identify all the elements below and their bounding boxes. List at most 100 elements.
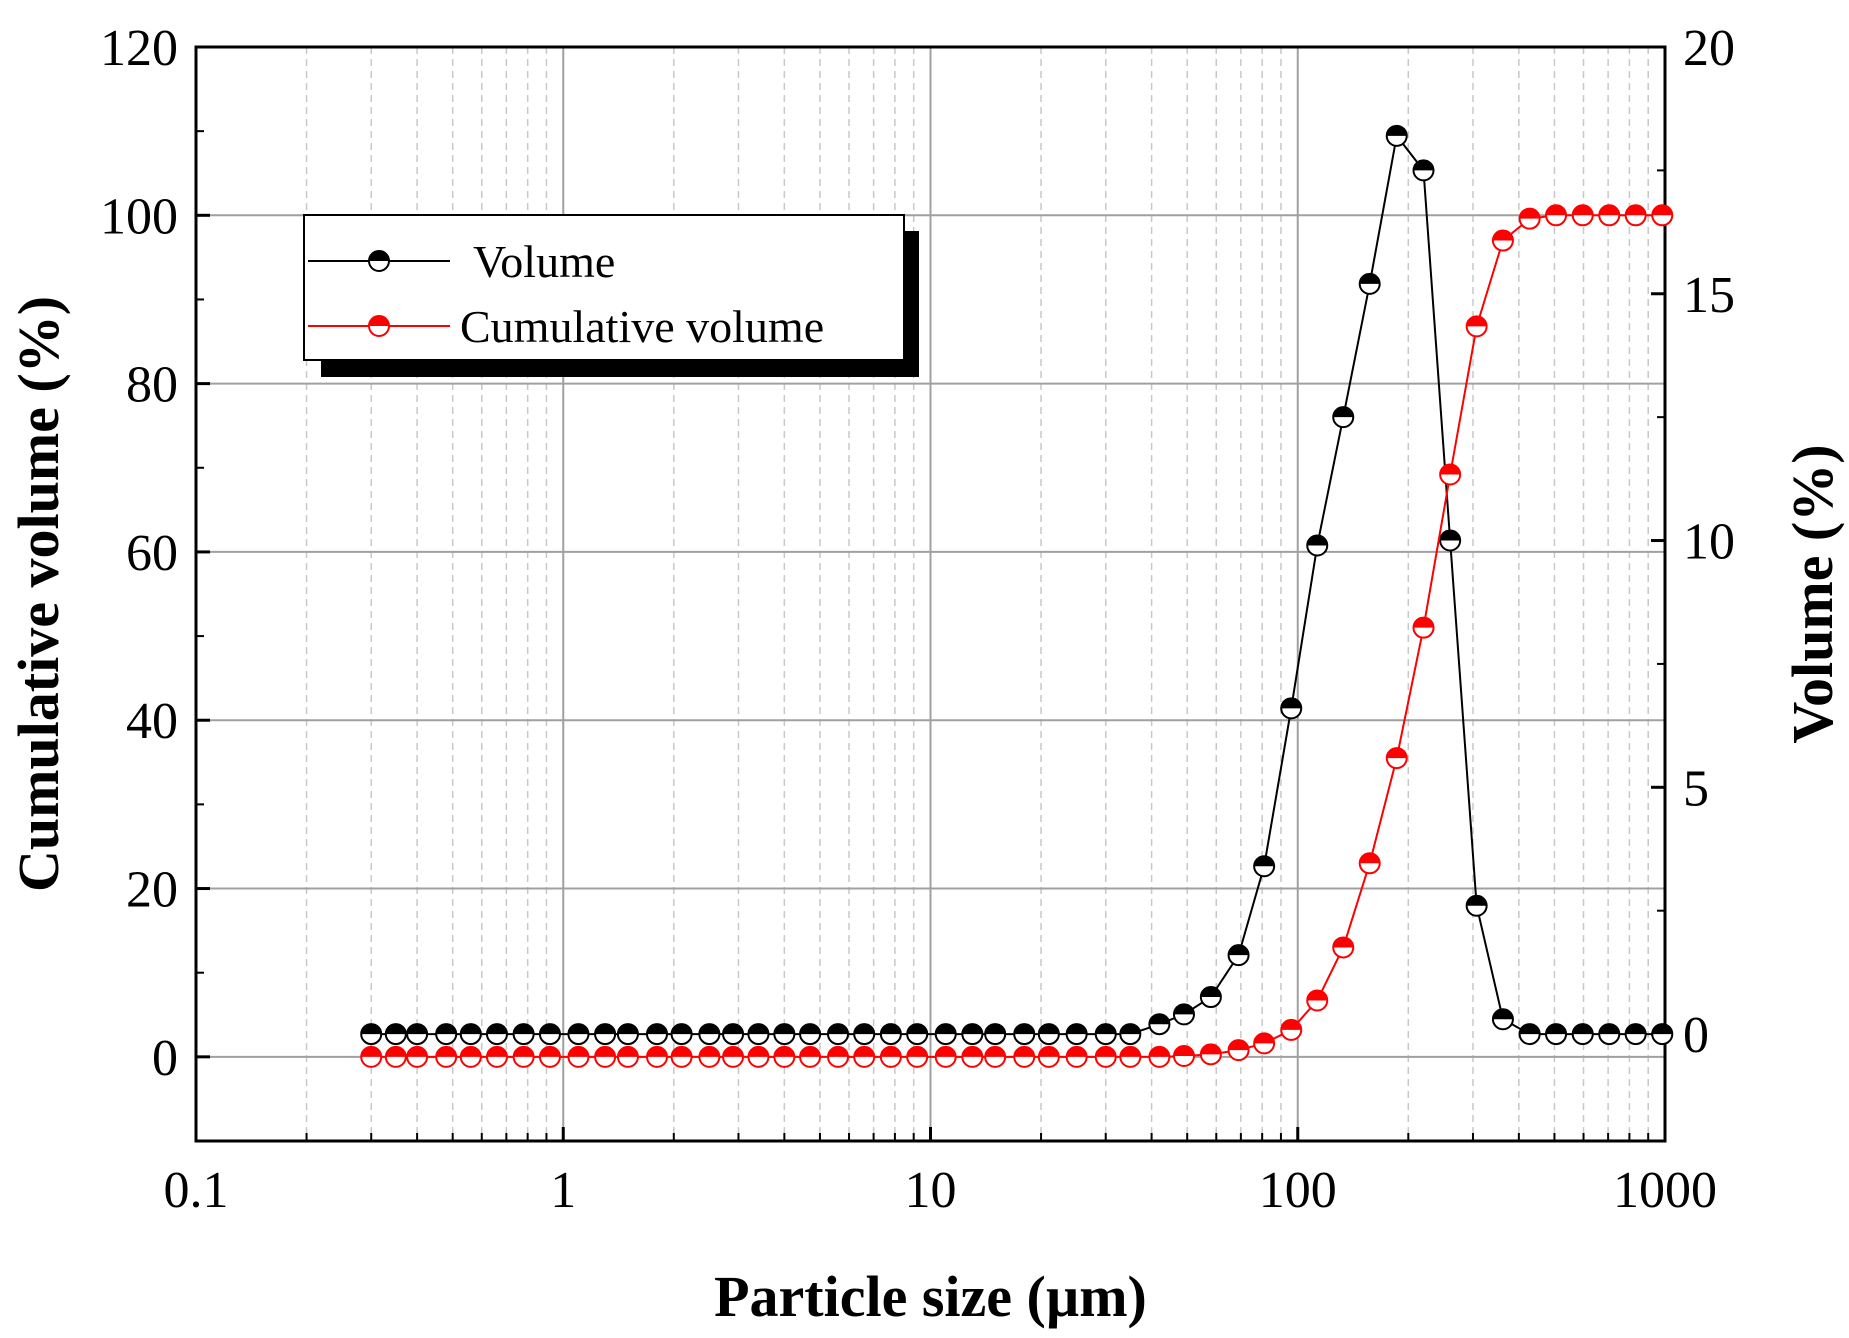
data-point-volume-half-fill	[1066, 1024, 1087, 1035]
data-point-cumulative-volume-half-fill	[935, 1046, 956, 1057]
legend-marker-point-volume-half-fill	[369, 251, 389, 261]
data-point-cumulative-volume	[1439, 463, 1462, 486]
data-point-cumulative-volume-half-fill	[1466, 316, 1487, 327]
data-point-volume-half-fill	[962, 1024, 983, 1035]
data-point-volume-half-fill	[1307, 535, 1328, 546]
data-point-volume-half-fill	[1333, 407, 1354, 418]
data-point-volume	[1491, 1008, 1514, 1031]
data-point-cumulative-volume-half-fill	[828, 1046, 849, 1057]
data-point-cumulative-volume	[406, 1045, 429, 1068]
data-point-volume	[567, 1023, 590, 1046]
data-point-volume	[879, 1023, 902, 1046]
data-point-cumulative-volume	[1119, 1045, 1142, 1068]
data-point-volume	[1545, 1023, 1568, 1046]
data-point-cumulative-volume-half-fill	[1599, 205, 1620, 216]
data-point-volume	[616, 1023, 639, 1046]
y-left-tick-label: 60	[126, 525, 178, 582]
legend-label-volume: Volume	[473, 236, 615, 287]
data-point-cumulative-volume	[934, 1045, 957, 1068]
data-point-cumulative-volume	[799, 1045, 822, 1068]
data-point-volume-half-fill	[699, 1024, 720, 1035]
data-point-cumulative-volume	[1037, 1045, 1060, 1068]
data-point-cumulative-volume-half-fill	[907, 1046, 928, 1057]
data-point-volume-half-fill	[748, 1024, 769, 1035]
data-point-volume-half-fill	[854, 1024, 875, 1035]
data-point-volume-half-fill	[460, 1024, 481, 1035]
data-point-cumulative-volume	[1571, 204, 1594, 227]
data-point-volume-half-fill	[1173, 1004, 1194, 1015]
data-point-volume	[1651, 1023, 1674, 1046]
data-point-volume-half-fill	[595, 1024, 616, 1035]
x-tick-label: 1000	[1613, 1162, 1717, 1219]
grid	[195, 46, 1666, 1141]
y-left-tick-label: 120	[100, 20, 178, 77]
data-point-volume	[594, 1023, 617, 1046]
y-right-tick-label: 15	[1683, 267, 1735, 324]
data-point-volume	[360, 1023, 383, 1046]
data-point-cumulative-volume	[827, 1045, 850, 1068]
data-point-volume-half-fill	[646, 1024, 667, 1035]
data-point-volume-half-fill	[1572, 1024, 1593, 1035]
data-point-volume-half-fill	[1254, 856, 1275, 867]
data-point-cumulative-volume-half-fill	[962, 1046, 983, 1057]
data-point-volume-half-fill	[486, 1024, 507, 1035]
data-point-cumulative-volume	[879, 1045, 902, 1068]
data-point-cumulative-volume	[670, 1045, 693, 1068]
data-point-cumulative-volume-half-fill	[854, 1046, 875, 1057]
data-point-volume	[1332, 406, 1355, 429]
data-point-volume-half-fill	[800, 1024, 821, 1035]
data-point-volume-half-fill	[774, 1024, 795, 1035]
data-point-volume	[538, 1023, 561, 1046]
legend-marker-cumulative-volume	[368, 315, 390, 337]
data-point-volume	[984, 1023, 1007, 1046]
data-point-cumulative-volume	[435, 1045, 458, 1068]
data-point-volume	[435, 1023, 458, 1046]
data-point-cumulative-volume	[961, 1045, 984, 1068]
data-point-cumulative-volume-half-fill	[1519, 208, 1540, 219]
data-point-cumulative-volume	[1280, 1018, 1303, 1041]
data-point-volume-half-fill	[539, 1024, 560, 1035]
data-point-cumulative-volume-half-fill	[361, 1046, 382, 1057]
series-group	[360, 124, 1674, 1068]
data-point-volume	[485, 1023, 508, 1046]
data-point-volume-half-fill	[1149, 1014, 1170, 1025]
y-left-axis-title: Cumulative volume (%)	[6, 296, 71, 892]
data-point-volume	[1306, 534, 1329, 557]
data-point-cumulative-volume-half-fill	[513, 1046, 534, 1057]
data-point-volume	[773, 1023, 796, 1046]
data-point-cumulative-volume-half-fill	[1413, 617, 1434, 628]
data-point-cumulative-volume	[645, 1045, 668, 1068]
data-point-cumulative-volume-half-fill	[595, 1046, 616, 1057]
data-point-volume-half-fill	[1359, 273, 1380, 284]
data-point-volume-half-fill	[1120, 1024, 1141, 1035]
data-point-cumulative-volume	[1094, 1045, 1117, 1068]
data-point-volume-half-fill	[1014, 1024, 1035, 1035]
data-point-cumulative-volume	[512, 1045, 535, 1068]
data-point-cumulative-volume	[1518, 207, 1541, 230]
data-point-cumulative-volume	[1199, 1043, 1222, 1066]
data-point-cumulative-volume-half-fill	[539, 1046, 560, 1057]
data-point-cumulative-volume-half-fill	[1014, 1046, 1035, 1057]
data-point-cumulative-volume	[906, 1045, 929, 1068]
y-left-tick-label: 20	[126, 862, 178, 919]
data-point-cumulative-volume-half-fill	[460, 1046, 481, 1057]
data-point-cumulative-volume	[594, 1045, 617, 1068]
data-point-volume	[1037, 1023, 1060, 1046]
data-point-cumulative-volume-half-fill	[1120, 1046, 1141, 1057]
data-point-cumulative-volume	[1358, 852, 1381, 875]
data-point-volume-half-fill	[1599, 1024, 1620, 1035]
data-point-cumulative-volume	[459, 1045, 482, 1068]
data-point-volume-half-fill	[1625, 1024, 1646, 1035]
data-point-volume	[1227, 944, 1250, 967]
data-point-volume-half-fill	[436, 1024, 457, 1035]
data-point-volume	[406, 1023, 429, 1046]
data-point-cumulative-volume-half-fill	[407, 1046, 428, 1057]
data-point-cumulative-volume-half-fill	[1625, 205, 1646, 216]
legend-marker-point-cumulative-volume-half-fill	[369, 316, 389, 326]
data-point-cumulative-volume-half-fill	[1200, 1044, 1221, 1055]
data-point-cumulative-volume	[747, 1045, 770, 1068]
data-point-volume-half-fill	[361, 1024, 382, 1035]
data-point-volume	[747, 1023, 770, 1046]
data-point-cumulative-volume-half-fill	[568, 1046, 589, 1057]
